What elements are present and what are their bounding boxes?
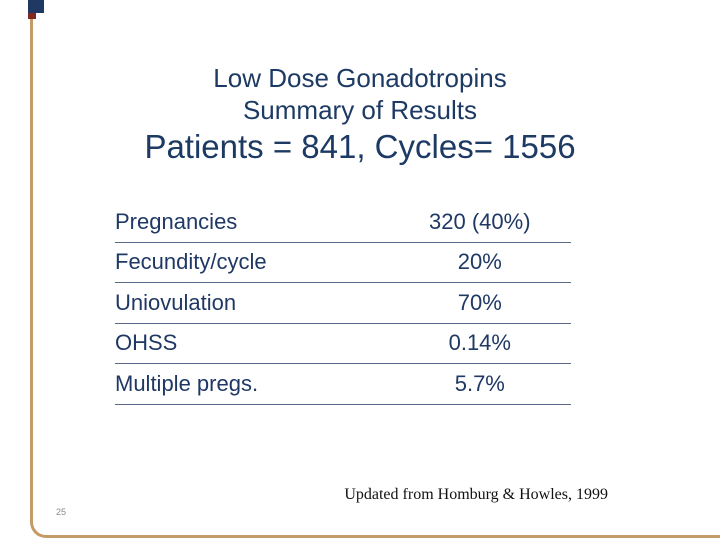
title-line-2: Summary of Results	[242, 95, 478, 125]
row-label: Pregnancies	[115, 208, 238, 234]
row-value: 70%	[457, 289, 502, 315]
row-value: 0.14%	[448, 330, 511, 356]
slide-title: Low Dose Gonadotropins Summary of Result…	[0, 62, 720, 167]
table-row: Pregnancies 320 (40%)	[115, 202, 571, 243]
corner-accent-maroon	[28, 13, 36, 19]
corner-accent-navy	[28, 0, 44, 13]
citation-text: Updated from Homburg & Howles, 1999	[344, 486, 608, 503]
row-label: OHSS	[115, 330, 178, 356]
row-label: Multiple pregs.	[115, 370, 259, 396]
table-row: Uniovulation 70%	[115, 283, 571, 324]
title-line-3: Patients = 841, Cycles= 1556	[144, 128, 576, 165]
row-label: Fecundity/cycle	[115, 249, 267, 275]
table-row: Fecundity/cycle 20%	[115, 243, 571, 283]
row-value: 5.7%	[454, 370, 505, 396]
row-value: 20%	[457, 249, 502, 275]
row-label: Uniovulation	[115, 289, 237, 315]
title-line-1: Low Dose Gonadotropins	[213, 63, 507, 93]
slide-page-number: 25	[56, 507, 67, 517]
row-value: 320 (40%)	[429, 208, 531, 234]
table-row: Multiple pregs. 5.7%	[115, 364, 571, 405]
results-table: Pregnancies 320 (40%) Fecundity/cycle 20…	[115, 202, 571, 405]
table-row: OHSS 0.14%	[115, 324, 571, 364]
